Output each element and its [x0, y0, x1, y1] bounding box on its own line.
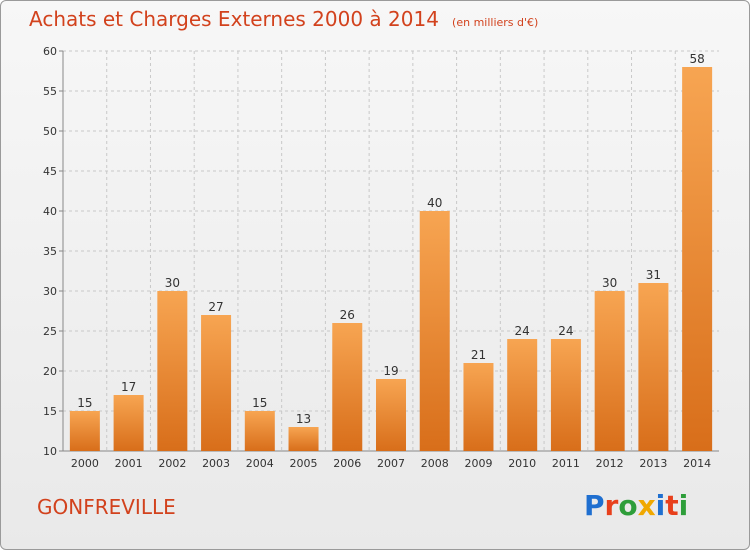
chart-title: Achats et Charges Externes 2000 à 2014 [29, 7, 439, 31]
bar-2009 [463, 363, 494, 451]
bar-value-label: 58 [689, 52, 704, 66]
x-tick-label: 2010 [508, 457, 536, 470]
bar-value-label: 17 [121, 380, 136, 394]
x-tick-label: 2011 [552, 457, 580, 470]
y-tick-label: 30 [43, 285, 57, 298]
x-tick-label: 2004 [246, 457, 274, 470]
bar-2010 [507, 339, 538, 451]
x-tick-label: 2002 [158, 457, 186, 470]
bar-value-label: 15 [77, 396, 92, 410]
y-tick-label: 40 [43, 205, 57, 218]
title-row: Achats et Charges Externes 2000 à 2014 (… [29, 7, 538, 31]
bar-2001 [113, 395, 144, 451]
bar-2008 [419, 211, 450, 451]
bar-2000 [69, 411, 100, 451]
bar-layer [69, 67, 713, 451]
bar-value-label: 24 [558, 324, 573, 338]
logo-letter: P [584, 489, 605, 522]
bar-2013 [638, 283, 669, 451]
bar-value-label: 13 [296, 412, 311, 426]
bar-value-label: 30 [602, 276, 617, 290]
bar-value-label: 15 [252, 396, 267, 410]
label-layer: 15 2000 17 2001 30 2002 27 2003 15 2004 13 2005 26 20… [71, 52, 711, 470]
x-tick-label: 2003 [202, 457, 230, 470]
bar-value-label: 27 [208, 300, 223, 314]
x-tick-label: 2009 [464, 457, 492, 470]
bar-2007 [376, 379, 406, 451]
bar-2004 [244, 411, 275, 451]
bar-value-label: 19 [383, 364, 398, 378]
y-tick-label: 45 [43, 165, 57, 178]
proxiti-logo: Proxiti [584, 489, 688, 522]
y-tick-label: 50 [43, 125, 57, 138]
x-tick-label: 2005 [290, 457, 318, 470]
y-tick-label: 15 [43, 405, 57, 418]
y-tick-label: 35 [43, 245, 57, 258]
bar-value-label: 40 [427, 196, 442, 210]
bar-value-label: 31 [646, 268, 661, 282]
x-tick-label: 2007 [377, 457, 405, 470]
y-tick-label: 25 [43, 325, 57, 338]
bar-2011 [550, 339, 581, 451]
logo-letter: t [665, 489, 679, 522]
bar-2014 [682, 67, 713, 451]
y-tick-label: 55 [43, 85, 57, 98]
x-tick-label: 2006 [333, 457, 361, 470]
logo-letter: i [655, 489, 666, 522]
logo-letter: i [678, 489, 689, 522]
x-tick-label: 2001 [115, 457, 143, 470]
y-tick-label: 10 [43, 445, 57, 458]
logo-letter: o [618, 489, 638, 522]
bar-2012 [594, 291, 625, 451]
x-tick-label: 2000 [71, 457, 99, 470]
commune-name: GONFREVILLE [37, 495, 176, 519]
bar-2002 [157, 291, 188, 451]
bar-2005 [288, 427, 319, 451]
bar-value-label: 21 [471, 348, 486, 362]
logo-letter: r [604, 489, 619, 522]
bar-value-label: 24 [515, 324, 530, 338]
bar-value-label: 26 [340, 308, 355, 322]
logo-letter: x [637, 489, 656, 522]
bar-value-label: 30 [165, 276, 180, 290]
x-tick-label: 2014 [683, 457, 711, 470]
chart-subtitle: (en milliers d'€) [452, 16, 539, 29]
y-tick-label: 60 [43, 45, 57, 58]
y-tick-label: 20 [43, 365, 57, 378]
x-tick-label: 2013 [639, 457, 667, 470]
bar-2003 [201, 315, 232, 451]
bar-2006 [332, 323, 363, 451]
x-tick-label: 2012 [596, 457, 624, 470]
x-tick-label: 2008 [421, 457, 449, 470]
